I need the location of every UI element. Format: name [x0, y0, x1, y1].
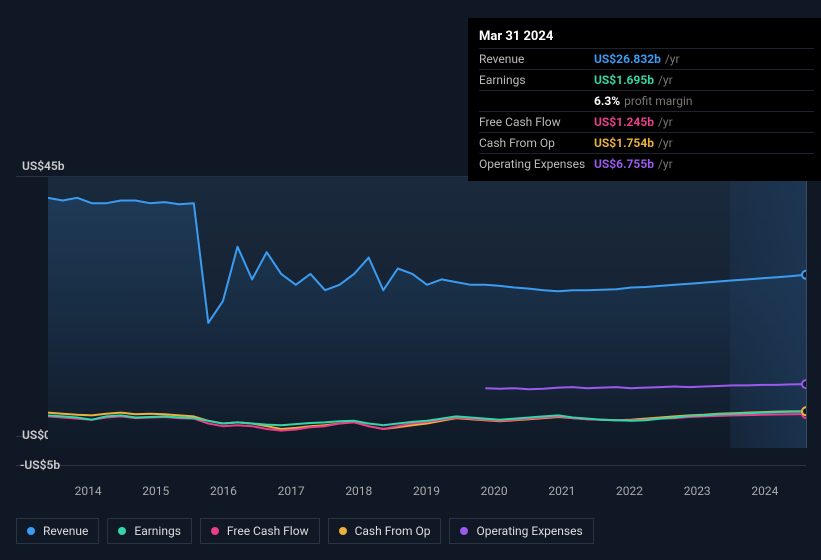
- plot-area[interactable]: [48, 176, 806, 448]
- legend-item-earnings[interactable]: Earnings: [107, 518, 192, 544]
- ylabel-0: US$0: [22, 428, 51, 442]
- ylabel-45: US$45b: [22, 159, 65, 173]
- info-row-label-0: Revenue: [479, 51, 594, 67]
- xlabel-2023: 2023: [684, 484, 711, 498]
- legend-item-fcf[interactable]: Free Cash Flow: [200, 518, 320, 544]
- info-row-0: RevenueUS$26.832b /yr: [479, 48, 814, 69]
- legend-dot-earnings: [118, 527, 126, 535]
- info-row-label-2: [479, 93, 594, 109]
- hover-marker-line: [806, 176, 807, 448]
- xlabel-2019: 2019: [413, 484, 440, 498]
- legend-item-cfo[interactable]: Cash From Op: [328, 518, 442, 544]
- xlabel-2015: 2015: [142, 484, 169, 498]
- legend-label-earnings: Earnings: [134, 524, 181, 538]
- legend-dot-revenue: [27, 527, 35, 535]
- info-row-3: Free Cash FlowUS$1.245b /yr: [479, 111, 814, 132]
- info-row-5: Operating ExpensesUS$6.755b /yr: [479, 153, 814, 174]
- legend-label-opex: Operating Expenses: [476, 524, 582, 538]
- info-row-unit-0: /yr: [665, 51, 680, 67]
- legend-dot-cfo: [339, 527, 347, 535]
- info-row-unit-3: /yr: [658, 114, 673, 130]
- legend-dot-fcf: [211, 527, 219, 535]
- info-row-unit-4: /yr: [658, 135, 673, 151]
- xlabel-2016: 2016: [210, 484, 237, 498]
- legend-item-revenue[interactable]: Revenue: [16, 518, 99, 544]
- xlabel-2018: 2018: [345, 484, 372, 498]
- xlabel-2020: 2020: [481, 484, 508, 498]
- info-row-label-4: Cash From Op: [479, 135, 594, 151]
- info-row-unit-5: /yr: [658, 156, 673, 172]
- info-row-1: EarningsUS$1.695b /yr: [479, 69, 814, 90]
- info-row-value-4: US$1.754b: [594, 135, 654, 151]
- legend-label-revenue: Revenue: [43, 524, 88, 538]
- legend-dot-opex: [460, 527, 468, 535]
- future-band: [730, 176, 806, 448]
- xlabel-2017: 2017: [278, 484, 305, 498]
- xlabel-2021: 2021: [548, 484, 575, 498]
- legend: Revenue Earnings Free Cash Flow Cash From O…: [16, 518, 594, 544]
- x-axis: 2014 2015 2016 2017 2018 2019 2020 2021 2022 2023…: [0, 484, 821, 504]
- legend-label-cfo: Cash From Op: [355, 524, 431, 538]
- info-row-2: 6.3% profit margin: [479, 90, 814, 111]
- info-row-value-1: US$1.695b: [594, 72, 654, 88]
- info-row-value-3: US$1.245b: [594, 114, 654, 130]
- legend-label-fcf: Free Cash Flow: [227, 524, 309, 538]
- info-row-pct-2: 6.3%: [594, 93, 620, 109]
- info-row-label-1: Earnings: [479, 72, 594, 88]
- legend-item-opex[interactable]: Operating Expenses: [449, 518, 593, 544]
- xlabel-2014: 2014: [75, 484, 102, 498]
- xlabel-2022: 2022: [616, 484, 643, 498]
- ylabel--5: -US$5b: [20, 458, 60, 472]
- info-row-pct-suffix-2: profit margin: [624, 93, 692, 109]
- info-box: Mar 31 2024 RevenueUS$26.832b /yrEarning…: [468, 18, 821, 181]
- info-row-value-5: US$6.755b: [594, 156, 654, 172]
- info-row-unit-1: /yr: [658, 72, 673, 88]
- xlabel-2024: 2024: [751, 484, 778, 498]
- info-row-4: Cash From OpUS$1.754b /yr: [479, 132, 814, 153]
- info-row-value-0: US$26.832b: [594, 51, 661, 67]
- gridline--5: [16, 465, 806, 466]
- info-row-label-3: Free Cash Flow: [479, 114, 594, 130]
- info-date: Mar 31 2024: [479, 25, 814, 48]
- info-row-label-5: Operating Expenses: [479, 156, 594, 172]
